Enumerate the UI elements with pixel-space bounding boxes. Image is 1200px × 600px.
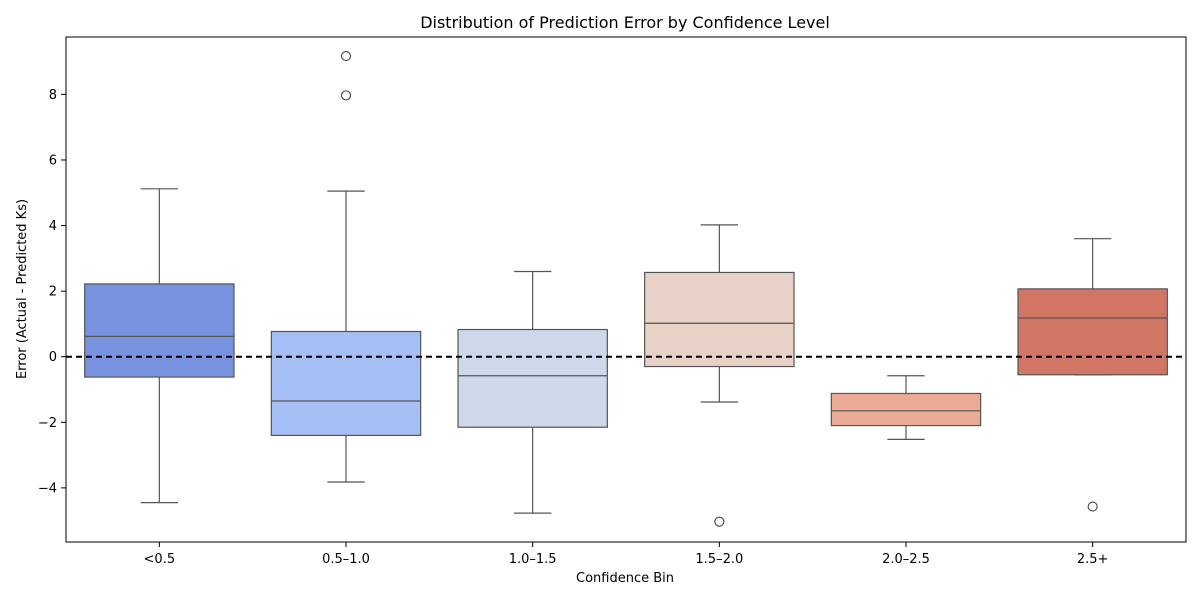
box-1 [270,50,422,483]
iqr-box [84,283,235,378]
y-tick-label: 6 [49,153,57,168]
x-tick-label: 1.5–2.0 [695,552,743,567]
y-tick-label: 4 [49,219,57,234]
y-axis-label: Error (Actual - Predicted Ks) [15,199,30,379]
y-tick-label: 0 [49,350,57,365]
plot-area-frame [65,36,1187,543]
x-axis: <0.5 0.5–1.0 1.0–1.5 1.5–2.0 2.0–2.5 2.5+ [144,542,1109,567]
x-tick-label: <0.5 [144,552,176,567]
y-tick-label: −4 [38,481,57,496]
box-4 [830,375,982,440]
y-axis: −4 −2 0 2 4 6 8 [38,88,66,496]
iqr-box [1017,288,1168,376]
boxes-group [84,50,1168,527]
chart-title: Distribution of Prediction Error by Conf… [420,13,830,32]
y-tick-label: 8 [49,88,57,103]
x-tick-label: 2.5+ [1077,552,1109,567]
iqr-box [457,328,608,428]
box-5 [1017,238,1168,512]
iqr-box [644,271,795,368]
box-3 [644,224,795,527]
outlier-point [1087,501,1098,512]
y-tick-label: −2 [38,416,57,431]
x-tick-label: 0.5–1.0 [322,552,370,567]
outlier-point [340,50,352,62]
x-tick-label: 2.0–2.5 [882,552,930,567]
y-tick-label: 2 [49,285,57,300]
outlier-point [340,90,352,101]
x-tick-label: 1.0–1.5 [509,552,557,567]
outlier-point [714,516,725,527]
iqr-box [830,392,982,427]
box-0 [84,188,235,504]
iqr-box [270,330,422,437]
x-axis-label: Confidence Bin [576,571,674,586]
box-2 [457,270,608,514]
